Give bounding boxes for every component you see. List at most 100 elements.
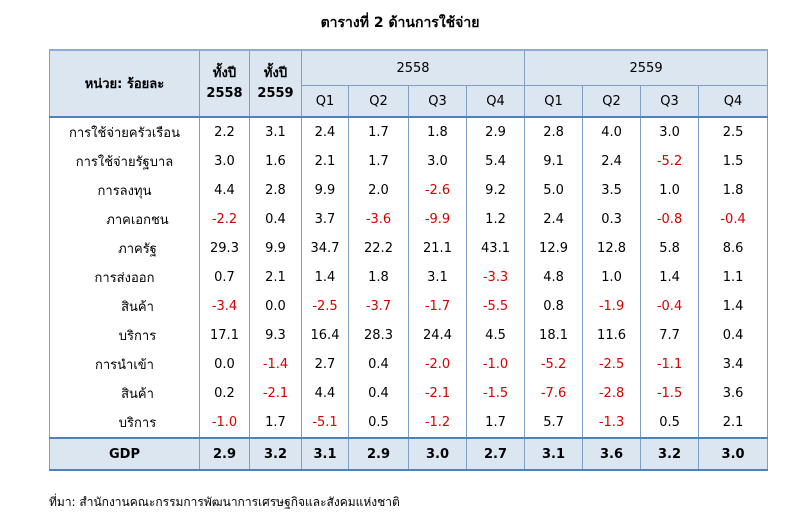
table-cell: 3.0 (408, 437, 467, 471)
full-year-label: ทั้งปี (263, 65, 288, 81)
table-cell: 3.0 (640, 116, 700, 147)
table-cell: 3.1 (524, 437, 584, 471)
table-cell: 2.8 (524, 116, 584, 147)
table-cell: -5.2 (640, 147, 700, 176)
table-cell: 3.0 (408, 147, 467, 176)
year-group-2559: 2559 (524, 49, 769, 86)
table-cell: 1.8 (408, 116, 467, 147)
full-year-2558-header: ทั้งปี 2558 (199, 49, 250, 117)
quarter-header: Q4 (465, 85, 526, 117)
table-cell: -1.0 (199, 408, 250, 438)
table-cell: -1.5 (640, 379, 700, 408)
table-cell: -3.3 (465, 263, 526, 292)
table-cell: 1.0 (582, 263, 642, 292)
table-cell: 0.0 (249, 292, 302, 321)
table-cell: 3.1 (408, 263, 467, 292)
table-cell: 2.1 (698, 408, 769, 438)
quarter-header: Q1 (301, 85, 349, 117)
table-cell: 17.1 (199, 321, 250, 350)
table-cell: 1.0 (640, 176, 700, 205)
table-cell: 5.8 (640, 234, 700, 263)
full-year-value: 2559 (257, 85, 294, 101)
table-cell: -2.0 (408, 350, 467, 379)
row-label: การส่งออก (49, 263, 200, 292)
table-cell: 12.9 (524, 234, 584, 263)
table-cell: 0.4 (249, 205, 302, 234)
row-label: สินค้า (49, 292, 200, 321)
source-note: ที่มา: สำนักงานคณะกรรมการพัฒนาการเศรษฐกิ… (49, 495, 400, 509)
table-cell: 24.4 (408, 321, 467, 350)
table-cell: 2.9 (465, 116, 526, 147)
table-cell: 3.6 (582, 437, 642, 471)
row-label: ภาคเอกชน (49, 205, 200, 234)
row-label: การลงทุน (49, 176, 200, 205)
table-cell: 2.7 (301, 350, 349, 379)
table-cell: -3.6 (348, 205, 409, 234)
table-cell: 2.1 (301, 147, 349, 176)
table-cell: 2.0 (348, 176, 409, 205)
table-row: สินค้า 0.2 -2.1 4.4 0.4 -2.1 -1.5 -7.6 -2.8 -1.5 3… (49, 379, 769, 408)
table-cell: -2.1 (408, 379, 467, 408)
table-cell: -2.5 (301, 292, 349, 321)
table-cell: 1.2 (465, 205, 526, 234)
row-label: การใช้จ่ายรัฐบาล (49, 147, 200, 176)
table-cell: 0.5 (640, 408, 700, 438)
quarter-header: Q4 (698, 85, 769, 117)
table-cell: 2.9 (199, 437, 250, 471)
table-cell: 9.2 (465, 176, 526, 205)
year-group-2558: 2558 (300, 49, 526, 86)
table-cell: 0.2 (199, 379, 250, 408)
full-year-label: ทั้งปี (212, 65, 237, 81)
table-title: ตารางที่ 2 ด้านการใช้จ่าย (320, 15, 480, 31)
table-row: ภาครัฐ 29.3 9.9 34.7 22.2 21.1 43.1 12.9 12.8 5.8… (49, 234, 769, 263)
quarter-header: Q3 (408, 85, 467, 117)
table-cell: -5.2 (524, 350, 584, 379)
table-cell: 9.3 (249, 321, 302, 350)
table-cell: 2.4 (301, 116, 349, 147)
table-cell: 1.4 (301, 263, 349, 292)
table-cell: -0.4 (698, 205, 769, 234)
table-cell: 9.1 (524, 147, 584, 176)
table-cell: 2.2 (199, 116, 250, 147)
table-cell: 4.5 (465, 321, 526, 350)
table-cell: 7.7 (640, 321, 700, 350)
table-cell: 1.8 (698, 176, 769, 205)
table-cell: -2.8 (582, 379, 642, 408)
table-cell: 1.7 (465, 408, 526, 438)
table-cell: 3.4 (698, 350, 769, 379)
table-row: การนำเข้า 0.0 -1.4 2.7 0.4 -2.0 -1.0 -5.2 -2.5 -1… (49, 350, 769, 379)
table-cell: -3.7 (348, 292, 409, 321)
table-cell: 29.3 (199, 234, 250, 263)
table-cell: -2.2 (199, 205, 250, 234)
table-cell: -1.9 (582, 292, 642, 321)
table-cell: 11.6 (582, 321, 642, 350)
table-cell: 34.7 (301, 234, 349, 263)
table-cell: -5.5 (465, 292, 526, 321)
table-cell: 9.9 (249, 234, 302, 263)
row-label: สินค้า (49, 379, 200, 408)
table-cell: 43.1 (465, 234, 526, 263)
table-cell: 5.7 (524, 408, 584, 438)
table-cell: -1.5 (465, 379, 526, 408)
table-cell: -7.6 (524, 379, 584, 408)
quarter-header: Q2 (582, 85, 642, 117)
row-label: การนำเข้า (49, 350, 200, 379)
table-cell: 3.0 (698, 437, 769, 471)
table-cell: 9.9 (301, 176, 349, 205)
table-cell: 8.6 (698, 234, 769, 263)
table-cell: 1.1 (698, 263, 769, 292)
table-cell: -1.3 (582, 408, 642, 438)
quarter-header: Q2 (348, 85, 409, 117)
table-cell: 1.4 (698, 292, 769, 321)
table-cell: 2.5 (698, 116, 769, 147)
table-cell: 1.8 (348, 263, 409, 292)
table-cell: -3.4 (199, 292, 250, 321)
table-cell: -2.1 (249, 379, 302, 408)
table-cell: 0.3 (582, 205, 642, 234)
table-cell: 1.7 (249, 408, 302, 438)
table-cell: -9.9 (408, 205, 467, 234)
table-cell: -0.4 (640, 292, 700, 321)
table-cell: 2.4 (582, 147, 642, 176)
row-label: การใช้จ่ายครัวเรือน (49, 116, 200, 147)
table-cell: -0.8 (640, 205, 700, 234)
